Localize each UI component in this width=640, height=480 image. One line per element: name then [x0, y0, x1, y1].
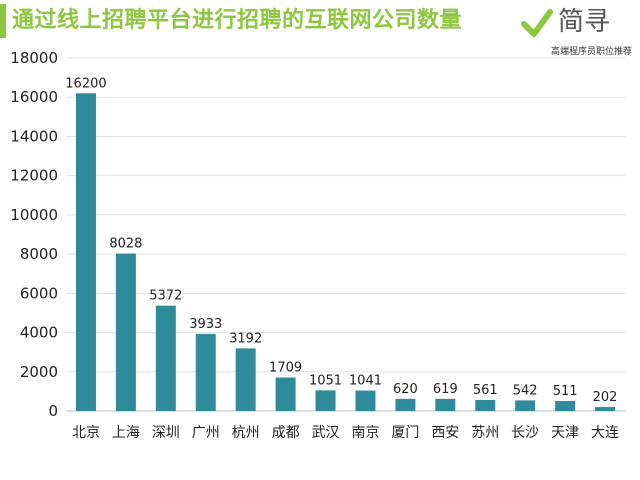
bar: [555, 400, 576, 411]
brand-logo: 简寻 高端程序员职位推荐: [520, 4, 632, 57]
bar: [475, 399, 496, 411]
bar: [355, 390, 376, 411]
gridlines: [66, 57, 625, 412]
bar: [315, 390, 336, 411]
y-axis-ticks: 0 2000 4000 6000 8000 10000 12000 14000 16000 180…: [10, 49, 58, 420]
x-category-label: 天津: [551, 425, 579, 441]
x-category-label: 广州: [192, 425, 220, 441]
bar: [275, 377, 296, 411]
data-label: 8028: [109, 237, 142, 252]
x-category-label: 西安: [431, 425, 459, 441]
y-tick-label: 12000: [10, 167, 58, 185]
y-tick-label: 4000: [20, 324, 58, 342]
data-label: 3933: [189, 317, 222, 332]
bar: [515, 400, 536, 411]
data-labels: 16200 8028 5372 3933 3192 1709 1051 1041 620 619 5…: [65, 76, 617, 405]
y-tick-label: 10000: [10, 206, 58, 224]
y-tick-label: 6000: [20, 284, 58, 302]
x-category-label: 大连: [591, 425, 619, 441]
bars: [75, 93, 616, 412]
title-accent-bar: [0, 4, 6, 38]
bar: [115, 253, 136, 411]
x-axis-categories: 北京 上海 深圳 广州 杭州 成都 武汉 南京 厦门 西安 苏州 长沙 天津 大连: [72, 425, 619, 441]
data-label: 542: [513, 383, 538, 398]
bar: [155, 305, 176, 411]
page-title: 通过线上招聘平台进行招聘的互联网公司数量: [12, 8, 463, 33]
bar: [75, 93, 96, 412]
bar: [395, 398, 416, 411]
data-label: 619: [433, 382, 458, 397]
checkmark-icon: [521, 9, 553, 37]
data-label: 561: [473, 383, 498, 398]
bar: [195, 333, 216, 411]
x-category-label: 南京: [351, 425, 379, 441]
x-category-label: 长沙: [511, 425, 539, 441]
data-label: 511: [553, 384, 578, 399]
x-category-label: 厦门: [391, 425, 419, 441]
bar: [435, 398, 456, 411]
x-category-label: 武汉: [312, 425, 340, 441]
y-tick-label: 18000: [10, 49, 58, 67]
data-label: 1041: [349, 374, 382, 389]
data-label: 5372: [149, 289, 182, 304]
x-category-label: 北京: [72, 425, 100, 441]
data-label: 202: [593, 390, 618, 405]
y-tick-label: 14000: [10, 127, 58, 145]
brand-name: 简寻: [558, 7, 611, 37]
x-category-label: 杭州: [232, 425, 260, 441]
x-category-label: 苏州: [471, 425, 499, 441]
data-label: 1051: [309, 373, 342, 388]
x-category-label: 深圳: [152, 425, 180, 441]
y-tick-label: 0: [48, 402, 58, 420]
data-label: 16200: [65, 76, 106, 91]
data-label: 3192: [229, 331, 262, 346]
y-tick-label: 16000: [10, 88, 58, 106]
brand-tagline: 高端程序员职位推荐: [550, 47, 632, 57]
y-tick-label: 8000: [20, 245, 58, 263]
data-label: 1709: [269, 360, 302, 375]
bar: [595, 407, 616, 411]
data-label: 620: [393, 382, 418, 397]
x-category-label: 上海: [112, 425, 140, 441]
bar: [235, 348, 256, 411]
y-tick-label: 2000: [20, 363, 58, 381]
x-category-label: 成都: [272, 425, 300, 441]
